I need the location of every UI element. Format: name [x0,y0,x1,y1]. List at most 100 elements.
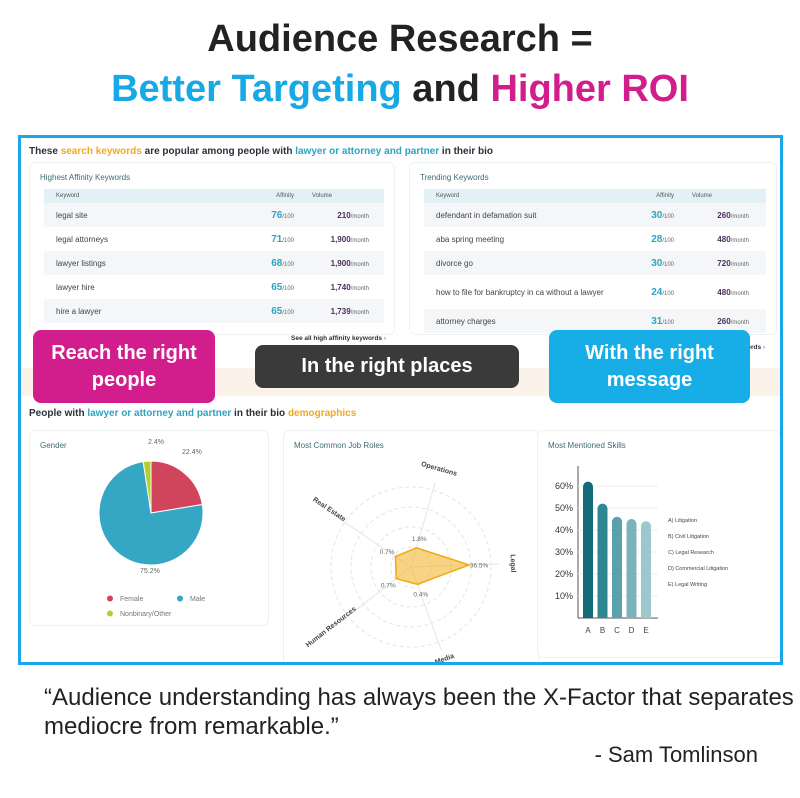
card-title: Most Mentioned Skills [548,441,626,450]
keyword: lawyer listings [56,258,106,268]
affinity: 30/100 [619,210,674,221]
volume-value: 260 [717,316,731,326]
grid-ring [330,486,492,648]
chevron-right-icon: › [383,335,387,342]
table-header: Keyword Affinity Volume [424,189,766,203]
legend-label: Male [190,596,205,603]
affinity: 30/100 [619,258,674,269]
legend-label: Female [120,596,143,603]
volume: 480/month [674,288,749,297]
volume: 1,740/month [294,283,369,292]
value-label: 1.8% [412,536,427,543]
volume: 1,900/month [294,235,369,244]
volume-suffix: /month [350,237,369,244]
chevron-right-icon: › [762,344,766,351]
keyword: legal attorneys [56,234,109,244]
affinity-suffix: /100 [282,285,294,292]
keyword: divorce go [436,258,473,268]
table-row: lawyer hire 65/100 1,740/month [44,275,384,299]
volume: 260/month [674,211,749,220]
highest-affinity-card: Highest Affinity Keywords Keyword Affinit… [29,162,395,335]
t: are popular among people with [141,146,296,157]
volume-suffix: /month [730,319,749,326]
see-all-trending-link[interactable]: ords › [747,344,765,351]
affinity-suffix: /100 [282,213,294,220]
volume-suffix: /month [730,213,749,220]
keywords-heading: These search keywords are popular among … [29,146,493,157]
t: ords [747,344,762,351]
volume-value: 210 [337,210,351,220]
pie-label: 22.4% [182,449,202,456]
value-label: 0.7% [381,583,396,590]
col-volume: Volume [312,193,333,199]
table-row: how to file for bankruptcy in ca without… [424,275,766,309]
keyword: legal site [56,210,88,220]
volume-suffix: /month [350,285,369,292]
overlay-reach: Reach the right people [33,330,215,403]
affinity-value: 30 [651,209,663,221]
quote-text: “Audience understanding has always been … [44,684,794,740]
col-affinity: Affinity [276,193,294,199]
legend-dot [107,595,113,602]
table-row: divorce go 30/100 720/month [424,251,766,275]
keyword: lawyer hire [56,282,95,292]
affinity-value: 65 [271,305,283,317]
affinity-suffix: /100 [282,237,294,244]
keywords-table: Keyword Affinity Volume defendant in defam… [424,189,766,333]
keyword: how to file for bankruptcy in ca without… [436,287,604,297]
pie-slice-male [98,461,204,566]
volume-value: 1,900 [330,234,351,244]
t: search keywords [60,146,142,157]
card-title: Highest Affinity Keywords [40,173,131,182]
col-keyword: Keyword [436,193,460,199]
x-tick-label: C [614,626,620,635]
table-row: attorney charges 31/100 260/month [424,309,766,333]
axis-label: Legal [509,554,517,573]
card-title: Gender [40,441,67,450]
affinity: 31/100 [619,316,674,327]
card-title: Trending Keywords [420,173,489,182]
keyword: defendant in defamation suit [436,210,537,220]
table-row: lawyer listings 68/100 1,900/month [44,251,384,275]
t: These [29,146,61,157]
col-volume: Volume [692,193,713,199]
table-row: legal attorneys 71/100 1,900/month [44,227,384,251]
keyword: aba spring meeting [436,234,505,244]
headline-and: and [401,68,491,110]
gender-card: Gender 22.4% 75.2% 2.4% Female Male Nonbinary… [29,430,269,626]
value-label: 0.4% [413,592,428,599]
table-row: legal site 76/100 210/month [44,203,384,227]
affinity: 71/100 [239,234,294,245]
quote-author: - Sam Tomlinson [594,742,758,767]
affinity: 65/100 [239,306,294,317]
affinity-value: 65 [271,281,283,293]
affinity-suffix: /100 [662,261,674,268]
value-label: 36.5% [470,563,489,570]
card-title: Most Common Job Roles [294,441,384,450]
overlay-message: With the right message [549,330,750,403]
keyword: hire a lawyer [56,306,102,316]
skills-bar-chart: 10% 20% 30% 40% 50% 60% A B C D E A) Litigation B) C… [555,466,728,635]
affinity-value: 68 [271,257,283,269]
headline-targeting: Better Targeting [111,68,402,110]
see-all-high-affinity-link[interactable]: See all high affinity keywords › [291,335,386,342]
axis-label: Human Resources [305,606,358,649]
gender-pie-chart: 22.4% 75.2% 2.4% Female Male Nonbinary/Other [98,439,205,618]
trending-card: Trending Keywords Keyword Affinity Volume … [409,162,777,335]
pie-slice-nonbinary-other [142,460,152,514]
legend-item: E) Legal Writing [668,582,707,588]
volume-suffix: /month [350,213,369,220]
volume-value: 260 [717,210,731,220]
y-tick-label: 60% [555,481,573,491]
affinity-value: 30 [651,257,663,269]
y-tick-label: 20% [555,569,573,579]
affinity-value: 76 [271,209,283,221]
t: demographics [287,408,357,419]
bar-E [641,521,651,618]
volume-value: 1,740 [330,282,351,292]
demographics-heading: People with lawyer or attorney and partn… [29,408,356,419]
value-label: 0.7% [380,549,395,556]
volume-suffix: /month [730,290,749,297]
volume-suffix: /month [350,261,369,268]
y-tick-label: 10% [555,591,573,601]
